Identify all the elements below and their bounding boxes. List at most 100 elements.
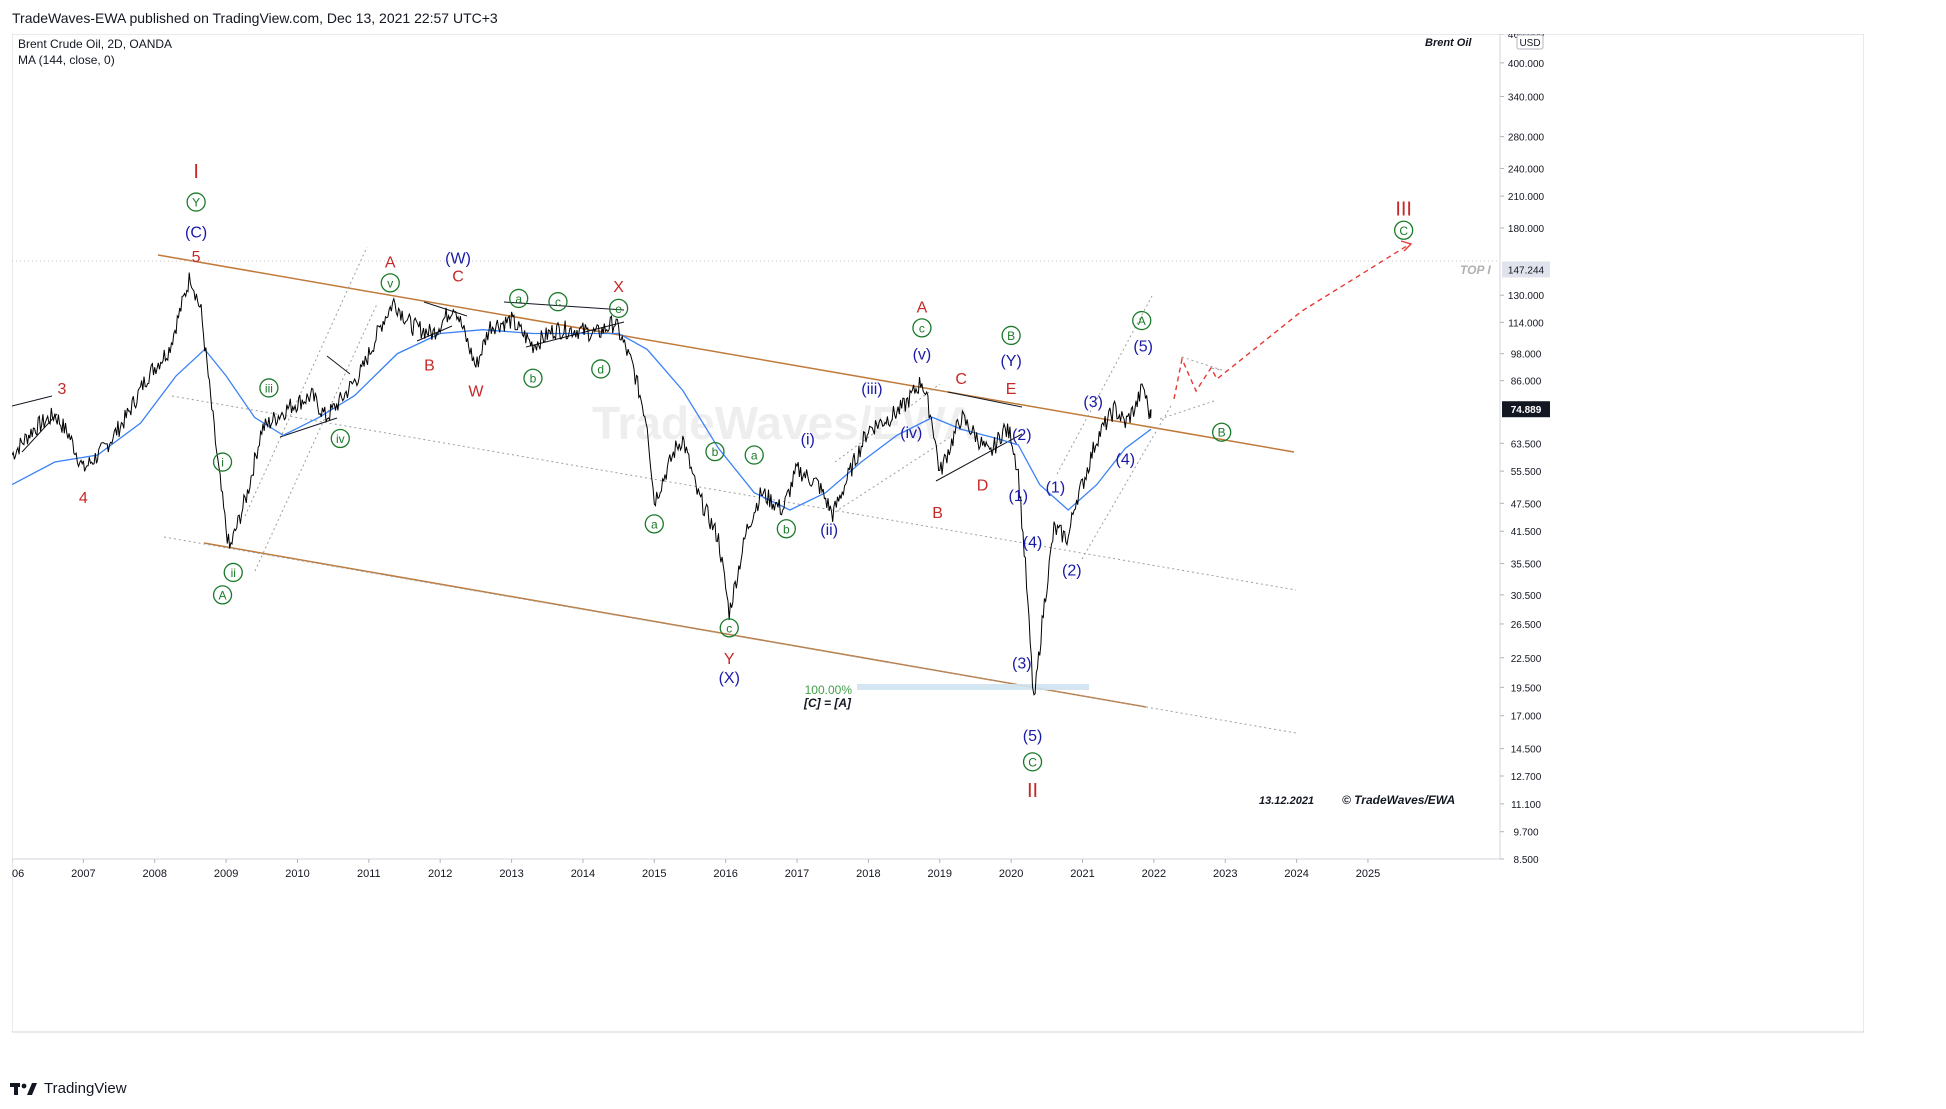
fib-label: 100.00%: [805, 683, 853, 697]
wave-label: b: [530, 372, 537, 386]
indicator-line: MA (144, close, 0): [18, 53, 115, 67]
wave-label: v: [387, 276, 393, 290]
y-tick-label: 30.500: [1511, 591, 1542, 602]
x-tick-label: 2018: [856, 868, 880, 880]
time-axis[interactable]: 2006 2007 2008 2009 2010 2011 2012 2013 2014 2015…: [0, 859, 1380, 880]
projection-path: [1173, 243, 1411, 400]
wave-label: C: [1399, 224, 1408, 238]
tradingview-logo-icon: [10, 1081, 38, 1097]
trend-line-2009-lower: [254, 303, 378, 572]
wave-label: (Y): [1000, 353, 1021, 370]
chart-area[interactable]: 100.00% [C] = [A] TOP I Brent Oil TradeW…: [0, 30, 1865, 1034]
x-tick-label: 2025: [1356, 868, 1380, 880]
trend-line-2017-upper: [834, 383, 941, 463]
wave-label: C: [1028, 755, 1037, 769]
wave-label: (X): [719, 670, 740, 687]
wave-label: I: [193, 161, 199, 183]
wave-label: iv: [336, 432, 345, 446]
wave-label-circle: [608, 298, 629, 318]
x-tick-label: 2024: [1284, 868, 1308, 880]
y-tick-label: 114.000: [1508, 318, 1544, 329]
wave-label: a: [651, 517, 658, 531]
x-tick-label: 2022: [1142, 868, 1166, 880]
price-chart[interactable]: 100.00% [C] = [A] TOP I Brent Oil TradeW…: [0, 30, 1865, 1034]
copyright: © TradeWaves/EWA: [1342, 793, 1455, 807]
wave-label: b: [712, 445, 719, 459]
wave-label: A: [219, 588, 227, 602]
x-tick-label: 2020: [999, 868, 1023, 880]
y-tick-label: 47.500: [1511, 499, 1542, 510]
y-tick-label: 8.500: [1513, 855, 1538, 866]
wave-label: W: [468, 383, 484, 400]
wave-label: B: [424, 357, 435, 374]
symbol-line: Brent Crude Oil, 2D, OANDA: [18, 37, 172, 51]
wave-label: B: [1218, 426, 1226, 440]
top-level-label: TOP I: [1460, 263, 1491, 277]
wave-label-circle: [744, 445, 764, 465]
x-tick-label: 2012: [428, 868, 452, 880]
publisher-line: TradeWaves-EWA published on TradingView.…: [12, 10, 498, 26]
y-tick-label: 86.000: [1511, 377, 1542, 388]
wave-label: X: [613, 279, 624, 296]
wave-label-circle: [259, 378, 279, 398]
channel-lower-line: [203, 542, 1147, 708]
x-tick-label: 2014: [571, 868, 595, 880]
wave-label: d: [597, 362, 604, 376]
x-tick-label: 2015: [642, 868, 666, 880]
wave-label-circle: [186, 192, 206, 212]
y-tick-label: 26.500: [1511, 620, 1542, 631]
y-tick-label: 11.100: [1511, 800, 1541, 811]
wave-label: Y: [192, 196, 200, 210]
wave-label: b: [783, 522, 790, 536]
trend-line-2017-lower: [834, 435, 953, 513]
channel-outer-line: [163, 536, 1147, 708]
y-tick-label: 240.000: [1508, 164, 1545, 175]
y-tick-label: 17.000: [1511, 712, 1542, 723]
x-tick-label: 2019: [928, 868, 952, 880]
wave-label-circle: [1132, 310, 1152, 331]
currency-badge[interactable]: [1516, 34, 1544, 50]
y-tick-label: 280.000: [1508, 133, 1545, 144]
wave-label: (W): [445, 251, 471, 268]
wave-label: (4): [1023, 534, 1043, 551]
wave-label-circle: [1022, 752, 1043, 772]
wave-label-circle: [212, 452, 233, 472]
triangle-2013-upper: [503, 301, 625, 311]
wave-label: 3: [58, 381, 67, 398]
x-tick-label: 2016: [713, 868, 737, 880]
wave-label: Y: [724, 651, 735, 668]
wave-label-circle: [1394, 220, 1414, 240]
tradingview-logo[interactable]: TradingView: [10, 1080, 127, 1097]
x-tick-label: 2010: [285, 868, 309, 880]
y-tick-label: 98.000: [1511, 350, 1542, 361]
wave-label-circle: [523, 368, 543, 388]
x-tick-label: 2013: [499, 868, 523, 880]
price-axis[interactable]: 460.000400.000340.000280.000240.000210.0…: [1500, 30, 1550, 866]
fib-zone: [857, 684, 1089, 690]
chart-border: [11, 33, 1865, 1033]
wave-label: B: [932, 505, 943, 522]
moving-average: [11, 329, 1152, 511]
y-tick-label: 210.000: [1508, 192, 1545, 203]
channel-middle-line: [171, 395, 1297, 591]
x-tick-label: 2021: [1070, 868, 1094, 880]
y-tick-label: 19.500: [1511, 683, 1542, 694]
wave-label: III: [1395, 198, 1412, 220]
y-tick-label: 9.700: [1513, 828, 1538, 839]
wave-label-circle: [719, 618, 739, 638]
date-stamp: 13.12.2021: [1259, 795, 1314, 807]
wave-label: c: [919, 321, 925, 335]
wedge-2010: [279, 417, 338, 438]
trend-line-2021-upper: [1056, 295, 1153, 475]
last-price-label: 74.889: [1511, 405, 1542, 416]
x-tick-label: 2008: [142, 868, 166, 880]
wave-label: ii: [231, 566, 236, 580]
y-tick-label: 14.500: [1511, 745, 1542, 756]
x-tick-label: 2017: [785, 868, 809, 880]
triangle-2006-b: [21, 413, 58, 453]
wave-label-circle: [509, 288, 529, 309]
wave-annotations: IY(C)534AiiiiiiivvABC(W)WabcdeXabcY(X)ab…: [58, 161, 1414, 802]
wave-label: (1): [1046, 480, 1066, 497]
tradingview-logo-text: TradingView: [44, 1080, 127, 1097]
wave-label-circle: [1001, 325, 1021, 346]
